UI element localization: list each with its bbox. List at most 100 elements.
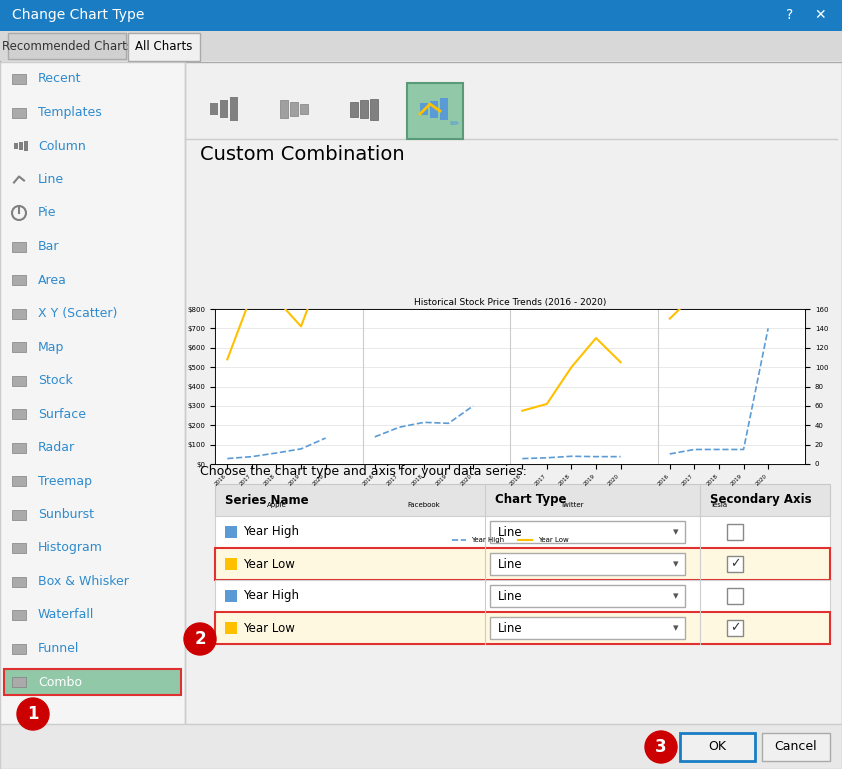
- FancyBboxPatch shape: [19, 142, 23, 150]
- Text: ✓: ✓: [730, 558, 740, 571]
- FancyBboxPatch shape: [225, 622, 237, 634]
- FancyBboxPatch shape: [12, 543, 26, 553]
- Text: Surface: Surface: [38, 408, 86, 421]
- Text: X Y (Scatter): X Y (Scatter): [38, 307, 117, 320]
- Text: ✓: ✓: [730, 621, 740, 634]
- FancyBboxPatch shape: [0, 724, 842, 769]
- FancyBboxPatch shape: [727, 556, 743, 572]
- Text: Tesla: Tesla: [711, 501, 727, 508]
- FancyBboxPatch shape: [230, 97, 238, 121]
- Text: Recommended Charts: Recommended Charts: [2, 39, 132, 52]
- FancyBboxPatch shape: [12, 677, 26, 687]
- FancyBboxPatch shape: [490, 617, 685, 639]
- FancyBboxPatch shape: [12, 610, 26, 620]
- FancyBboxPatch shape: [300, 104, 308, 114]
- Text: Waterfall: Waterfall: [38, 608, 94, 621]
- FancyBboxPatch shape: [360, 100, 368, 118]
- Text: Combo: Combo: [38, 675, 82, 688]
- FancyBboxPatch shape: [215, 548, 830, 580]
- Text: All Charts: All Charts: [136, 41, 193, 54]
- FancyBboxPatch shape: [12, 74, 26, 84]
- FancyBboxPatch shape: [350, 102, 358, 116]
- FancyBboxPatch shape: [24, 141, 28, 151]
- FancyBboxPatch shape: [12, 241, 26, 251]
- Text: Templates: Templates: [38, 106, 102, 119]
- Text: Radar: Radar: [38, 441, 75, 454]
- Text: Line: Line: [498, 621, 523, 634]
- FancyBboxPatch shape: [0, 31, 842, 769]
- FancyBboxPatch shape: [12, 476, 26, 486]
- FancyBboxPatch shape: [225, 526, 237, 538]
- Title: Historical Stock Price Trends (2016 - 2020): Historical Stock Price Trends (2016 - 20…: [413, 298, 606, 307]
- FancyBboxPatch shape: [727, 524, 743, 540]
- FancyBboxPatch shape: [762, 733, 830, 761]
- FancyBboxPatch shape: [490, 553, 685, 575]
- Text: 2: 2: [195, 630, 205, 648]
- FancyBboxPatch shape: [128, 33, 200, 61]
- Text: ✏: ✏: [450, 119, 460, 129]
- Text: Year High: Year High: [243, 525, 299, 538]
- Text: ▾: ▾: [673, 527, 679, 537]
- Text: ?: ?: [786, 8, 794, 22]
- Text: Year Low: Year Low: [243, 558, 295, 571]
- FancyBboxPatch shape: [215, 516, 830, 548]
- Text: Map: Map: [38, 341, 64, 354]
- FancyBboxPatch shape: [210, 103, 218, 115]
- FancyBboxPatch shape: [680, 733, 755, 761]
- Text: Box & Whisker: Box & Whisker: [38, 575, 129, 588]
- FancyBboxPatch shape: [280, 100, 288, 118]
- Text: Area: Area: [38, 274, 67, 287]
- FancyBboxPatch shape: [12, 442, 26, 452]
- Text: Line: Line: [38, 173, 64, 186]
- FancyBboxPatch shape: [0, 62, 185, 734]
- FancyBboxPatch shape: [490, 521, 685, 543]
- Text: Recent: Recent: [38, 72, 82, 85]
- Text: ▾: ▾: [673, 591, 679, 601]
- FancyBboxPatch shape: [14, 143, 18, 149]
- FancyBboxPatch shape: [12, 342, 26, 352]
- FancyBboxPatch shape: [420, 103, 428, 115]
- Text: Series Name: Series Name: [225, 494, 309, 507]
- Text: Stock: Stock: [38, 374, 72, 387]
- FancyBboxPatch shape: [12, 375, 26, 385]
- Text: ▾: ▾: [673, 623, 679, 633]
- Text: Year Low: Year Low: [243, 621, 295, 634]
- FancyBboxPatch shape: [12, 308, 26, 318]
- FancyBboxPatch shape: [225, 558, 237, 570]
- Text: Line: Line: [498, 558, 523, 571]
- FancyBboxPatch shape: [407, 83, 463, 139]
- Circle shape: [184, 623, 216, 655]
- FancyBboxPatch shape: [727, 588, 743, 604]
- Text: Year High: Year High: [243, 590, 299, 602]
- Text: OK: OK: [708, 741, 727, 754]
- FancyBboxPatch shape: [8, 33, 126, 59]
- Text: Sunburst: Sunburst: [38, 508, 94, 521]
- FancyBboxPatch shape: [290, 102, 298, 116]
- FancyBboxPatch shape: [215, 612, 830, 644]
- FancyBboxPatch shape: [727, 620, 743, 636]
- Legend: Year High, Year Low: Year High, Year Low: [449, 534, 571, 546]
- FancyBboxPatch shape: [490, 585, 685, 607]
- FancyBboxPatch shape: [370, 98, 378, 119]
- Text: Change Chart Type: Change Chart Type: [12, 8, 144, 22]
- Text: Cancel: Cancel: [775, 741, 818, 754]
- Text: Custom Combination: Custom Combination: [200, 145, 405, 164]
- Text: Line: Line: [498, 525, 523, 538]
- Text: 3: 3: [655, 738, 667, 756]
- Text: Pie: Pie: [38, 207, 56, 219]
- FancyBboxPatch shape: [12, 275, 26, 285]
- Circle shape: [645, 731, 677, 763]
- Text: ✕: ✕: [814, 8, 826, 22]
- Text: Chart Type: Chart Type: [495, 494, 567, 507]
- Circle shape: [17, 698, 49, 730]
- Text: Column: Column: [38, 139, 86, 152]
- FancyBboxPatch shape: [0, 0, 842, 31]
- Text: Histogram: Histogram: [38, 541, 103, 554]
- FancyBboxPatch shape: [4, 669, 181, 695]
- FancyBboxPatch shape: [12, 644, 26, 654]
- FancyBboxPatch shape: [12, 510, 26, 520]
- FancyBboxPatch shape: [215, 484, 830, 516]
- Text: ▾: ▾: [673, 559, 679, 569]
- FancyBboxPatch shape: [440, 98, 448, 120]
- Text: Line: Line: [498, 590, 523, 602]
